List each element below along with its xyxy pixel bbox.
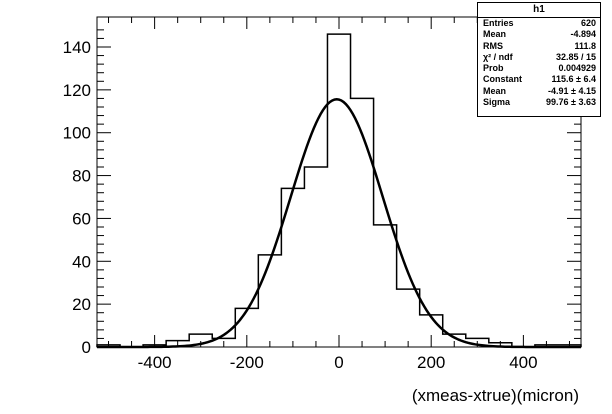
stats-title: h1 [478,3,600,18]
stats-label: Sigma [483,97,511,108]
y-tick-label: 20 [72,295,91,314]
y-tick-label: 0 [82,338,91,357]
stats-label: Prob [483,63,504,74]
stats-label: χ² / ndf [483,51,513,62]
y-tick-label: 120 [63,81,91,100]
stats-value: 115.6 ± 6.4 [551,74,596,85]
stats-value: 111.8 [574,40,596,51]
stats-label: Mean [483,29,507,40]
stats-row: Mean -4.894 [478,29,600,40]
stats-value: 0.004929 [558,63,596,74]
x-tick-label: 0 [334,353,343,372]
histogram-steps [96,33,582,348]
stats-value: -4.91 ± 4.15 [548,85,596,96]
x-tick-label: -200 [230,353,264,372]
stats-value: 99.76 ± 3.63 [546,97,596,108]
y-tick-label: 40 [72,252,91,271]
y-tick-label: 140 [63,38,91,57]
stats-label: Entries [483,18,514,28]
stats-value: 620 [580,18,596,28]
y-tick-label: 80 [72,167,91,186]
tick-labels: -400 -200 0 200 400 0 20 40 60 80 100 120 140 [63,38,538,372]
stats-value: 32.85 / 15 [555,51,596,62]
stats-label: Constant [483,74,522,85]
stats-row: χ² / ndf 32.85 / 15 [478,52,600,63]
x-tick-label: 200 [417,353,445,372]
stats-value: -4.894 [570,29,596,40]
y-tick-label: 60 [72,209,91,228]
stats-label: RMS [483,40,503,51]
stats-row: Mean -4.91 ± 4.15 [478,86,600,97]
stats-row: Constant 115.6 ± 6.4 [478,74,600,85]
stats-box: h1 Entries 620 Mean -4.894 RMS 111.8 χ² / ndf 3… [477,2,601,117]
stats-row: Sigma 99.76 ± 3.63 [478,97,600,108]
x-tick-label: 400 [509,353,537,372]
stats-row: Prob 0.004929 [478,63,600,74]
gaussian-fit-curve [97,98,581,349]
stats-rows: Entries 620 Mean -4.894 RMS 111.8 χ² / ndf 32.8… [478,18,600,108]
x-tick-label: -400 [138,353,172,372]
x-axis-title: (xmeas-xtrue)(micron) [412,386,579,405]
stats-row: Entries 620 [478,18,600,29]
stats-row: RMS 111.8 [478,41,600,52]
y-tick-label: 100 [63,124,91,143]
stats-label: Mean [483,85,507,96]
